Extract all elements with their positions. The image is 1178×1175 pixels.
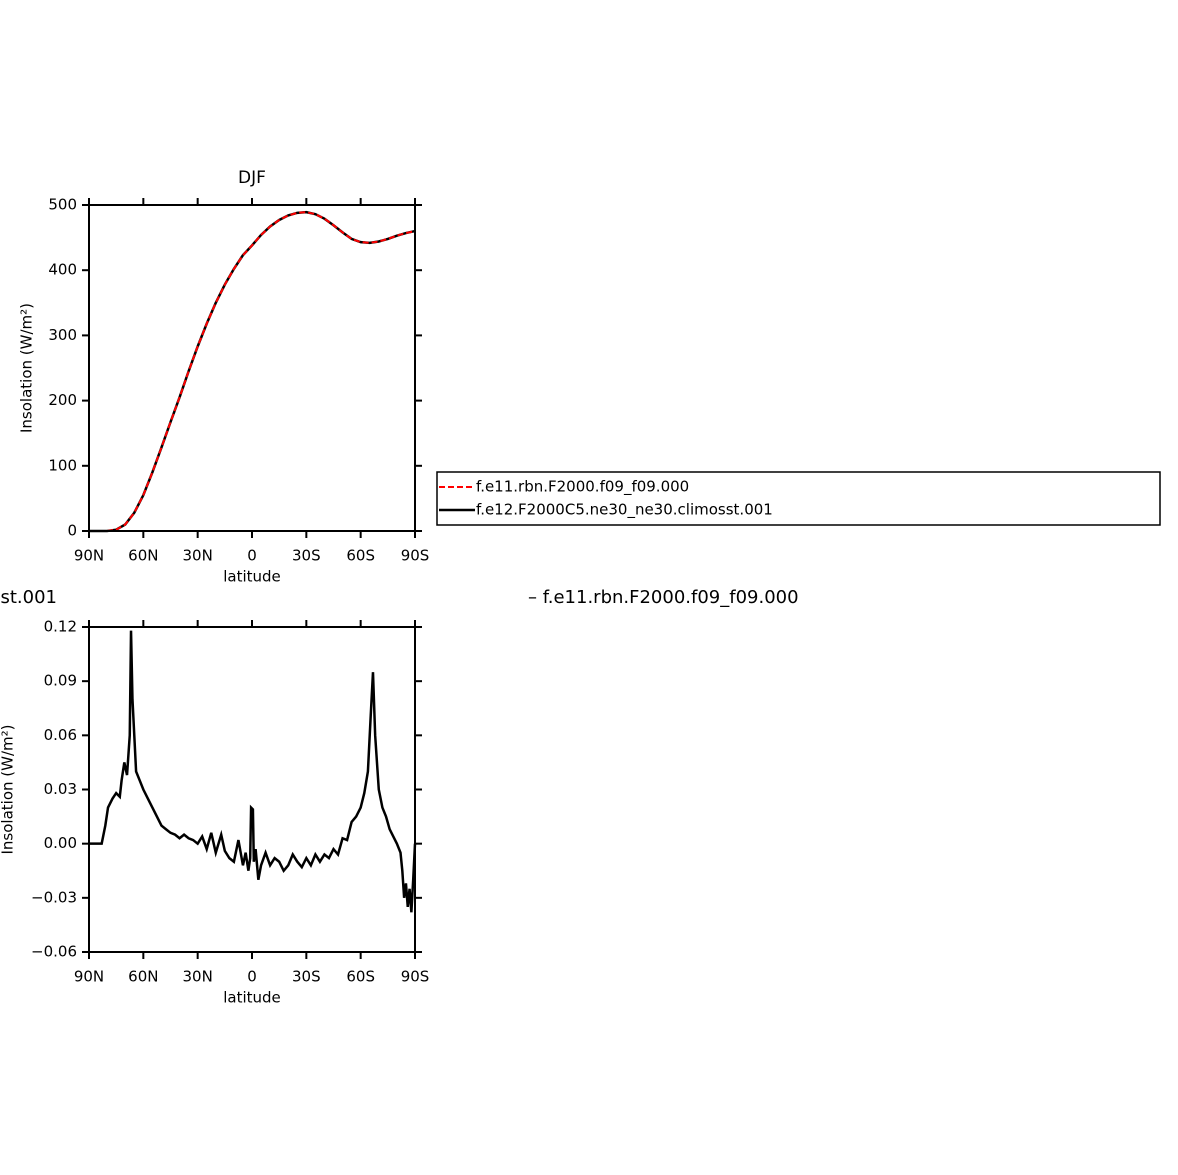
y-tick-label: 500 bbox=[48, 196, 77, 214]
y-tick-label: −0.06 bbox=[31, 943, 77, 961]
x-tick-label: 30S bbox=[292, 968, 321, 986]
x-tick-label: 30N bbox=[183, 547, 213, 565]
y-tick-label: 0.03 bbox=[44, 780, 77, 798]
chart-title: DJF bbox=[238, 168, 266, 188]
chart-title: f.e12.F2000C5.ne30_ne30.climosst.001 bbox=[0, 587, 57, 608]
x-axis-label: latitude bbox=[223, 989, 281, 1007]
plot-frame bbox=[88, 204, 416, 532]
y-axis-label: Insolation (W/m²) bbox=[18, 303, 36, 433]
y-tick-label: 400 bbox=[48, 261, 77, 279]
y-tick-label: 0.00 bbox=[44, 834, 77, 852]
series-line bbox=[89, 630, 417, 913]
x-tick-label: 30N bbox=[183, 968, 213, 986]
x-tick-label: 90N bbox=[74, 547, 104, 565]
x-tick-label: 60N bbox=[128, 547, 158, 565]
y-tick-label: 0.06 bbox=[44, 726, 77, 744]
x-tick-label: 0 bbox=[247, 968, 257, 986]
x-tick-label: 90S bbox=[401, 547, 430, 565]
y-tick-label: 0.12 bbox=[44, 618, 77, 636]
x-tick-label: 90S bbox=[401, 968, 430, 986]
y-tick-label: 0.09 bbox=[44, 672, 77, 690]
series-line bbox=[89, 211, 416, 532]
x-tick-label: 60N bbox=[128, 968, 158, 986]
series-line bbox=[89, 210, 416, 533]
legend-label: f.e12.F2000C5.ne30_ne30.climosst.001 bbox=[476, 501, 773, 520]
legend-label: f.e11.rbn.F2000.f09_f09.000 bbox=[476, 478, 689, 497]
legend-box bbox=[436, 471, 1161, 526]
y-tick-label: 200 bbox=[48, 391, 77, 409]
y-tick-label: 0 bbox=[67, 522, 77, 540]
x-tick-label: 90N bbox=[74, 968, 104, 986]
x-tick-label: 60S bbox=[346, 968, 375, 986]
y-tick-label: 100 bbox=[48, 456, 77, 474]
y-axis-label: Insolation (W/m²) bbox=[0, 725, 17, 855]
x-tick-label: 0 bbox=[247, 547, 257, 565]
y-tick-label: −0.03 bbox=[31, 888, 77, 906]
x-axis-label: latitude bbox=[223, 568, 281, 586]
x-tick-label: 60S bbox=[346, 547, 375, 565]
x-tick-label: 30S bbox=[292, 547, 321, 565]
chart-subtitle: – f.e11.rbn.F2000.f09_f09.000 bbox=[528, 587, 799, 608]
y-tick-label: 300 bbox=[48, 326, 77, 344]
